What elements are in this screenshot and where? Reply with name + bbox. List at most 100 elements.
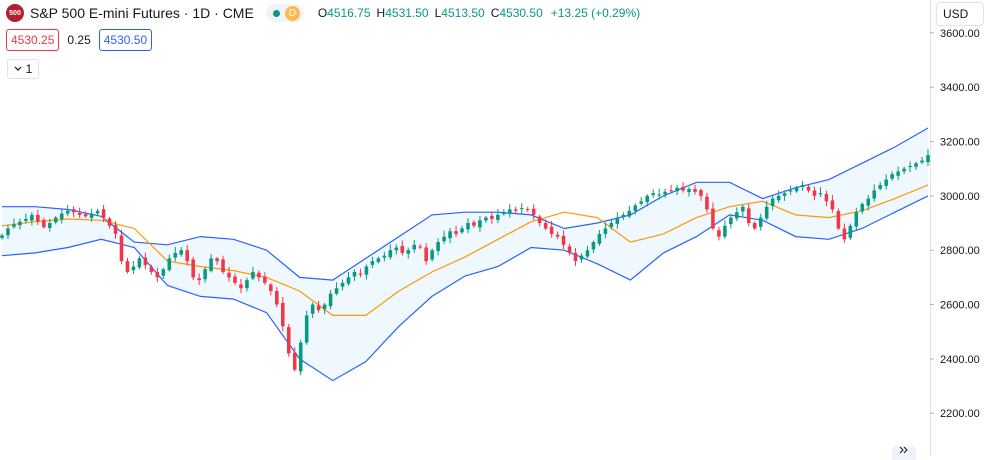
candle-body [113,224,118,234]
candle [866,194,871,211]
candle [95,208,100,216]
candle [848,223,853,240]
candle [854,207,859,231]
candle [824,190,829,207]
candle-body [717,230,721,237]
candle-body [298,342,303,372]
candle-body [472,222,476,226]
sell-price-button[interactable]: 4530.25 [6,29,60,51]
candle-body [920,160,924,163]
candle [71,205,76,218]
low-label: L [434,6,442,20]
candle [508,204,512,218]
scroll-to-realtime-button[interactable] [892,446,916,460]
candle [167,254,172,272]
candle [227,266,231,282]
candle-body [137,258,142,268]
candle [257,270,261,282]
candle [496,208,500,224]
candle-body [836,211,841,229]
candle [281,296,285,332]
candle [59,209,64,224]
candle-body [585,250,590,257]
candle [197,273,201,285]
candle [561,230,566,250]
candle-body [573,252,578,262]
candle [346,271,351,286]
candle-body [107,218,112,226]
candle-body [914,163,918,167]
candle-body [549,226,554,234]
candle [131,261,136,275]
candle [741,204,745,217]
candle [746,204,751,227]
candle-body [579,255,584,260]
candle-body [185,250,189,262]
candle-body [860,204,865,212]
spread-value: 0.25 [67,33,91,47]
symbol-logo[interactable]: 500 [6,4,24,22]
y-tick-label: 3600.00 [940,28,980,40]
currency-select[interactable]: USD [936,2,984,26]
y-tick-label: 3000.00 [940,191,980,203]
candle [251,267,255,281]
candle [717,226,721,241]
candle [603,222,608,239]
candle [448,227,452,244]
candle-body [101,209,106,218]
candle [436,238,440,256]
candle-body [466,223,470,230]
candle-body [42,220,46,228]
double-chevron-right-icon [899,446,908,454]
candle [89,208,94,222]
candle [472,220,476,228]
candle-body [741,206,745,212]
candle-body [866,198,871,206]
candle-body [639,201,644,204]
candle-body [292,352,297,370]
candle-body [770,198,775,206]
candle-body [310,304,315,314]
candle-body [537,216,542,224]
candle-body [746,208,751,224]
candle-body [173,252,178,258]
candle [567,243,572,256]
candle [18,218,22,230]
buy-price-button[interactable]: 4530.50 [98,29,153,51]
candle [878,181,882,191]
candle [143,252,148,270]
candle-body [71,209,76,213]
high-label: H [376,6,386,20]
candle-body [854,212,859,227]
candle-body [800,185,805,187]
candle-body [340,282,345,287]
candle-body [842,228,847,240]
candle-body [705,196,709,210]
candle [621,212,626,221]
candle [502,208,506,216]
market-status[interactable]: D [265,4,304,22]
candle-body [161,269,166,276]
candle [298,339,303,376]
candle [406,247,411,259]
indicators-toggle[interactable]: 1 [7,59,39,79]
candle-body [203,269,207,280]
candle [615,212,620,229]
candle-body [782,193,787,196]
candle [460,225,464,234]
candle [364,264,369,280]
candle-body [603,228,608,234]
candle [537,214,542,227]
candle [245,277,249,292]
candle-body [125,261,130,272]
candle [263,272,267,285]
candle [275,287,279,308]
symbol-title[interactable]: S&P 500 E-mini Futures · 1D · CME [30,5,254,21]
candle-body [334,288,339,294]
candle-body [448,231,452,239]
candle [304,310,309,345]
candle-body [812,190,817,196]
candle [328,289,333,310]
ohlc-values: O4516.75 H4531.50 L4513.50 C4530.50 +13.… [318,6,640,20]
